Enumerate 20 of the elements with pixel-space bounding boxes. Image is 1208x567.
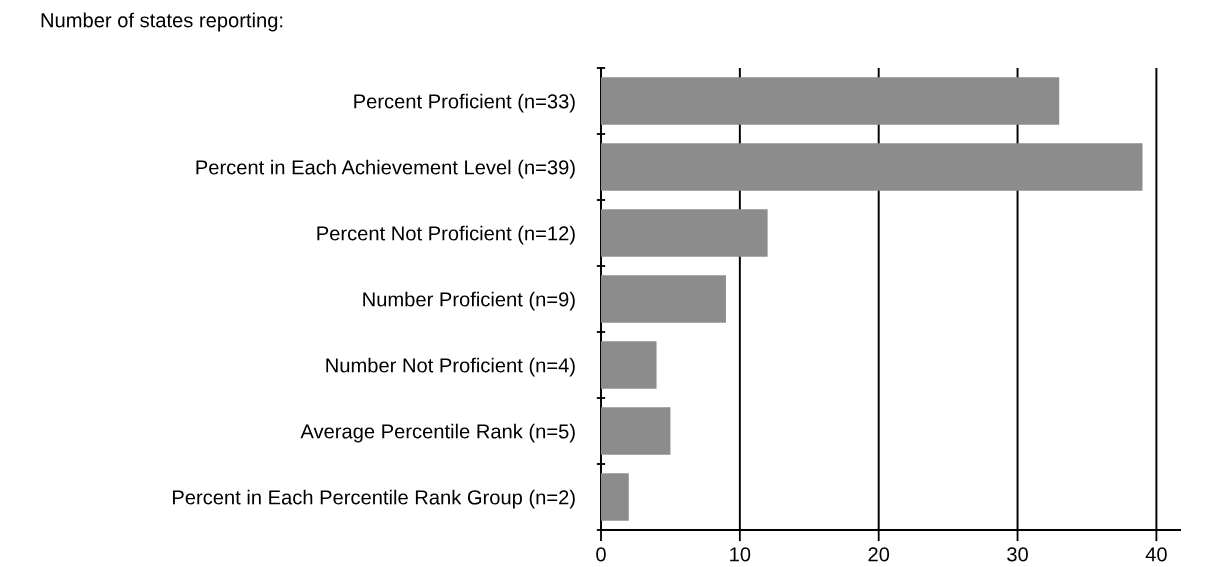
y-tick-label: Number Proficient (n=9) xyxy=(363,291,575,311)
y-tick-label: Number Not Proficient (n=4) xyxy=(326,357,575,377)
x-tick-label: 0 xyxy=(596,547,606,562)
y-tick-label: Percent Not Proficient (n=12) xyxy=(317,225,575,245)
x-tick-label: 40 xyxy=(1145,547,1167,562)
x-tick-label: 20 xyxy=(868,547,890,562)
bar xyxy=(601,341,657,389)
bar xyxy=(601,407,671,455)
bar xyxy=(601,275,726,323)
x-tick-label: 10 xyxy=(730,547,751,562)
x-tick-label: 30 xyxy=(1007,547,1028,562)
text: Number of states reporting: xyxy=(41,12,283,32)
bar xyxy=(601,473,629,521)
y-tick-label: Percent in Each Achievement Level (n=39) xyxy=(196,159,575,179)
y-tick-label: Percent in Each Percentile Rank Group (n=2) xyxy=(173,489,575,509)
y-tick-label: Average Percentile Rank (n=5) xyxy=(300,423,575,443)
y-tick-label: Percent Proficient (n=33) xyxy=(354,93,575,113)
bar xyxy=(601,143,1143,191)
bar xyxy=(601,77,1060,125)
bar xyxy=(601,209,768,257)
